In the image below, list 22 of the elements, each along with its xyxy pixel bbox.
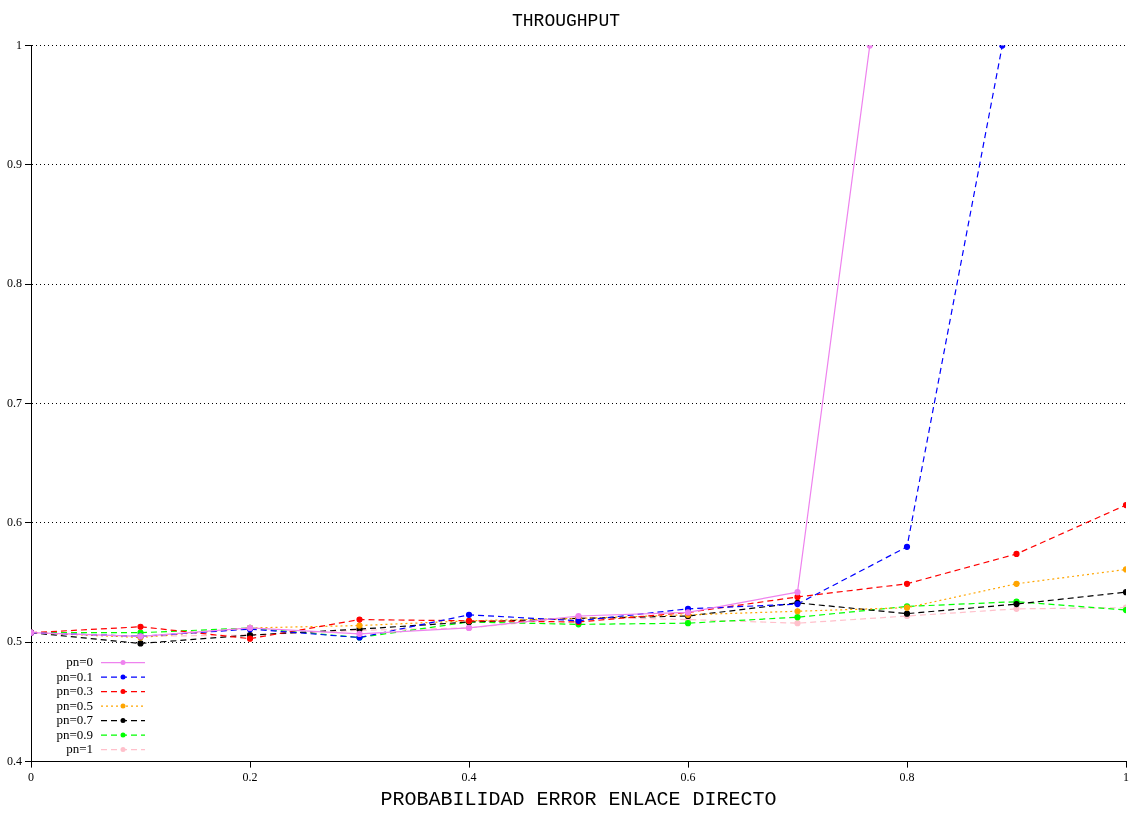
legend-label: pn=0.1	[56, 668, 93, 684]
x-tick-label: 0	[28, 769, 34, 784]
legend-label: pn=1	[66, 741, 93, 757]
legend-label: pn=0.7	[56, 712, 94, 728]
y-tick-label: 0.6	[7, 515, 22, 530]
legend-label: pn=0.5	[56, 697, 93, 713]
y-tick-label: 0.8	[7, 276, 22, 291]
x-tick-label: 0.4	[461, 769, 477, 784]
x-axis-title: PROBABILIDAD ERROR ENLACE DIRECTO	[380, 788, 777, 812]
chart-title: THROUGHPUT	[511, 10, 621, 31]
legend-label: pn=0.3	[56, 683, 93, 699]
y-tick-label: 0.7	[7, 395, 22, 410]
x-tick-label: 0.6	[680, 769, 696, 784]
x-tick-label: 1	[1123, 769, 1129, 784]
x-tick-label: 0.2	[242, 769, 258, 784]
legend-label: pn=0.9	[56, 726, 93, 742]
x-tick-label: 0.8	[899, 769, 915, 784]
y-tick-label: 0.5	[7, 634, 22, 649]
legend-label: pn=0	[66, 654, 93, 670]
y-tick-label: 1	[16, 37, 22, 52]
y-tick-label: 0.4	[7, 753, 22, 768]
y-tick-label: 0.9	[7, 157, 22, 172]
